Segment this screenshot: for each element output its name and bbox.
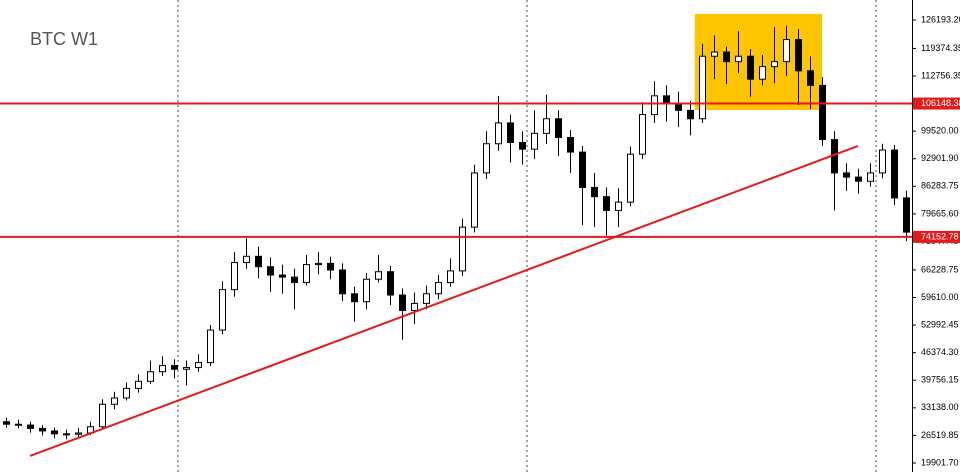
candle-body <box>855 176 862 182</box>
price-level-tag <box>913 97 960 110</box>
candle-body <box>699 55 706 120</box>
y-tick-label: 99520.00 <box>921 126 959 136</box>
price-level-label: 106148.38 <box>921 98 960 108</box>
candle-body <box>267 266 274 276</box>
candle-body <box>543 118 550 134</box>
candle-body <box>531 132 538 150</box>
candle-body <box>315 262 322 266</box>
trend-line <box>29 145 859 457</box>
candle-body <box>15 423 22 426</box>
candle-body <box>627 153 634 203</box>
candle-body <box>183 367 190 370</box>
candle-body <box>879 149 886 174</box>
candle-body <box>759 66 766 80</box>
chart-title: BTC W1 <box>30 29 98 49</box>
highlight-box <box>694 13 822 110</box>
y-tick-label: 26519.85 <box>921 430 959 440</box>
candle-body <box>495 122 502 145</box>
candle-body <box>795 39 802 72</box>
candle-body <box>27 424 34 429</box>
candle-body <box>351 293 358 303</box>
candle-body <box>471 172 478 228</box>
y-tick-label: 39756.15 <box>921 375 959 385</box>
candle-body <box>219 289 226 331</box>
y-tick-label: 79665.60 <box>921 208 959 218</box>
candle-body <box>507 122 514 144</box>
candle-body <box>663 95 670 104</box>
y-tick-label: 86283.75 <box>921 181 959 191</box>
candle-body <box>783 39 790 63</box>
candle-body <box>75 432 82 435</box>
candle-body <box>735 55 742 63</box>
candle-body <box>867 172 874 182</box>
y-tick-label: 119374.35 <box>921 43 960 53</box>
y-tick-label: 19901.70 <box>921 457 959 467</box>
candle-body <box>135 380 142 389</box>
candle-body <box>339 269 346 295</box>
y-tick-label: 59610.00 <box>921 292 959 302</box>
y-tick-label: 112756.35 <box>921 70 960 80</box>
candle-body <box>327 262 334 271</box>
candle-body <box>639 114 646 155</box>
candle-body <box>399 294 406 311</box>
y-tick-label: 46374.30 <box>921 347 959 357</box>
candle-body <box>123 387 130 399</box>
candle-body <box>279 274 286 278</box>
candle-body <box>171 364 178 370</box>
candle-body <box>711 51 718 57</box>
candle-body <box>159 364 166 373</box>
candle-body <box>651 95 658 116</box>
candle-body <box>615 201 622 211</box>
candle-body <box>111 397 118 405</box>
y-tick-label: 92901.90 <box>921 153 959 163</box>
y-tick-label: 126193.20 <box>921 14 960 24</box>
candle-body <box>903 197 910 233</box>
candle-body <box>891 149 898 199</box>
candle-body <box>435 282 442 295</box>
candle-body <box>231 262 238 291</box>
candle-body <box>579 151 586 189</box>
candle-body <box>519 142 526 150</box>
candle-body <box>591 187 598 198</box>
candle-body <box>807 70 814 86</box>
candle-body <box>195 362 202 369</box>
candle-body <box>567 137 574 153</box>
candle-body <box>243 255 250 264</box>
candle-body <box>447 270 454 284</box>
candle-body <box>603 196 610 211</box>
y-tick-label: 52992.45 <box>921 319 959 329</box>
y-tick-label: 66228.75 <box>921 264 959 274</box>
candle-body <box>39 427 46 432</box>
candle-body <box>363 278 370 303</box>
candle-body <box>423 293 430 304</box>
candle-body <box>687 109 694 120</box>
price-level-tag <box>913 230 960 243</box>
candle-body <box>255 255 262 268</box>
candle-body <box>555 118 562 139</box>
candle-body <box>303 264 310 284</box>
candle-body <box>291 276 298 284</box>
candle-body <box>147 371 154 382</box>
candle-body <box>723 51 730 63</box>
candle-body <box>51 430 58 435</box>
candle-body <box>63 433 70 436</box>
candle-body <box>99 403 106 428</box>
candle-body <box>771 61 778 68</box>
candle-body <box>375 271 382 280</box>
candle-body <box>747 55 754 80</box>
y-tick-label: 33138.00 <box>921 402 959 412</box>
candle-body <box>207 329 214 364</box>
price-level-label: 74152.78 <box>921 231 959 241</box>
candle-body <box>819 84 826 141</box>
candle-body <box>483 143 490 174</box>
candle-body <box>387 271 394 296</box>
candle-body <box>3 421 10 425</box>
candle-body <box>411 302 418 311</box>
candle-body <box>843 172 850 178</box>
candle-body <box>459 226 466 272</box>
